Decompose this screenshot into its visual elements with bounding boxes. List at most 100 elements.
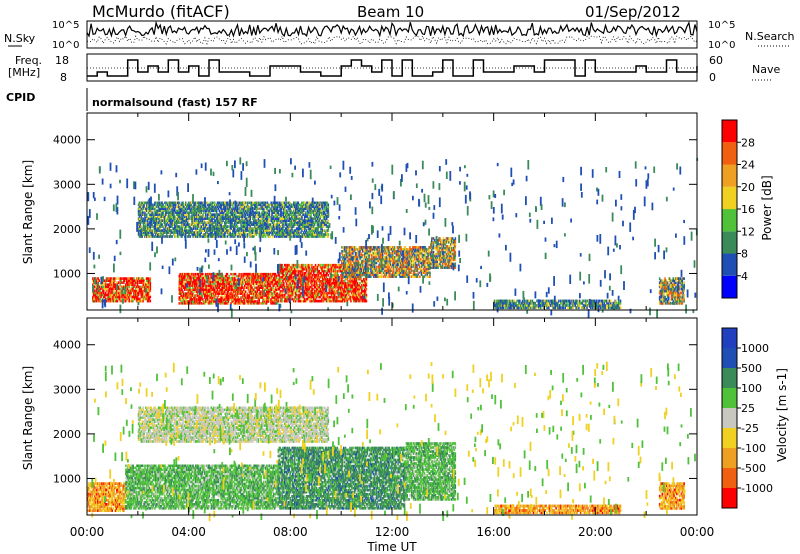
cell <box>97 297 100 301</box>
cell <box>261 280 263 284</box>
cell <box>147 299 150 303</box>
cell <box>210 284 212 288</box>
cell <box>234 280 237 284</box>
cell <box>240 274 242 278</box>
cell <box>224 274 227 278</box>
cell <box>260 276 262 280</box>
cell <box>134 293 136 297</box>
cell <box>327 299 330 303</box>
cell <box>309 263 311 267</box>
cell <box>128 295 131 299</box>
cell <box>313 275 316 279</box>
cell <box>210 272 212 276</box>
cell <box>147 291 150 295</box>
cell <box>292 293 294 297</box>
cell <box>208 288 210 291</box>
cell <box>218 278 220 282</box>
cell <box>194 284 196 288</box>
cell <box>256 302 259 305</box>
cell <box>209 278 211 282</box>
cell <box>213 292 215 295</box>
cell <box>285 267 288 271</box>
cell <box>234 288 236 291</box>
cell <box>129 279 131 282</box>
cell <box>222 288 224 291</box>
cell <box>264 284 266 288</box>
cell <box>244 278 246 282</box>
cell <box>107 283 110 286</box>
cell <box>225 284 228 288</box>
cell <box>149 281 152 284</box>
cell <box>225 298 228 301</box>
cell <box>184 294 186 297</box>
cell <box>127 277 130 280</box>
cell <box>271 292 273 295</box>
cell <box>185 296 188 299</box>
cell <box>251 294 253 297</box>
cell <box>263 284 265 288</box>
cell <box>139 277 142 280</box>
cell <box>107 285 110 289</box>
cell <box>203 300 205 303</box>
cell <box>326 267 329 271</box>
cell <box>314 299 317 303</box>
cell <box>259 280 261 284</box>
cell <box>287 283 290 287</box>
cell <box>130 283 132 286</box>
cell <box>221 296 223 299</box>
cell <box>122 295 124 299</box>
cell <box>234 290 236 293</box>
cell <box>126 283 129 286</box>
cell <box>269 294 271 297</box>
cell <box>309 269 311 273</box>
cell <box>133 285 135 289</box>
cell <box>217 280 220 284</box>
cell <box>133 277 135 280</box>
cell <box>276 280 279 284</box>
cell <box>185 294 188 297</box>
cell <box>196 272 199 276</box>
cell <box>194 298 196 301</box>
cell <box>297 263 300 267</box>
cell <box>113 293 115 297</box>
cell <box>321 289 323 293</box>
cell <box>201 292 203 295</box>
cell <box>260 278 262 282</box>
cell <box>230 278 232 282</box>
cell <box>221 292 223 295</box>
cell <box>220 272 222 276</box>
cell <box>263 274 265 278</box>
cell <box>134 283 136 286</box>
cell <box>207 288 210 291</box>
cell <box>200 278 202 282</box>
cell <box>297 271 300 275</box>
cell <box>218 284 220 288</box>
cell <box>103 293 105 297</box>
cell <box>268 282 270 286</box>
cell <box>192 280 194 284</box>
cell <box>217 292 220 295</box>
cell <box>304 263 307 267</box>
cell <box>293 265 295 269</box>
cell <box>289 273 291 277</box>
cell <box>205 286 208 289</box>
cell <box>295 293 298 297</box>
cell <box>274 296 277 299</box>
cell <box>187 274 190 278</box>
cell <box>149 279 152 282</box>
cell <box>199 300 201 303</box>
cell <box>284 263 287 267</box>
cell <box>269 284 271 288</box>
cell <box>320 289 322 293</box>
cell <box>216 290 219 293</box>
cell <box>236 286 239 289</box>
cell <box>256 278 259 282</box>
cell <box>271 302 273 305</box>
cell <box>190 296 192 299</box>
cell <box>248 296 250 299</box>
cell <box>123 277 125 280</box>
cell <box>241 290 243 293</box>
cell <box>217 286 220 289</box>
cell <box>224 280 226 284</box>
cell <box>179 290 181 293</box>
